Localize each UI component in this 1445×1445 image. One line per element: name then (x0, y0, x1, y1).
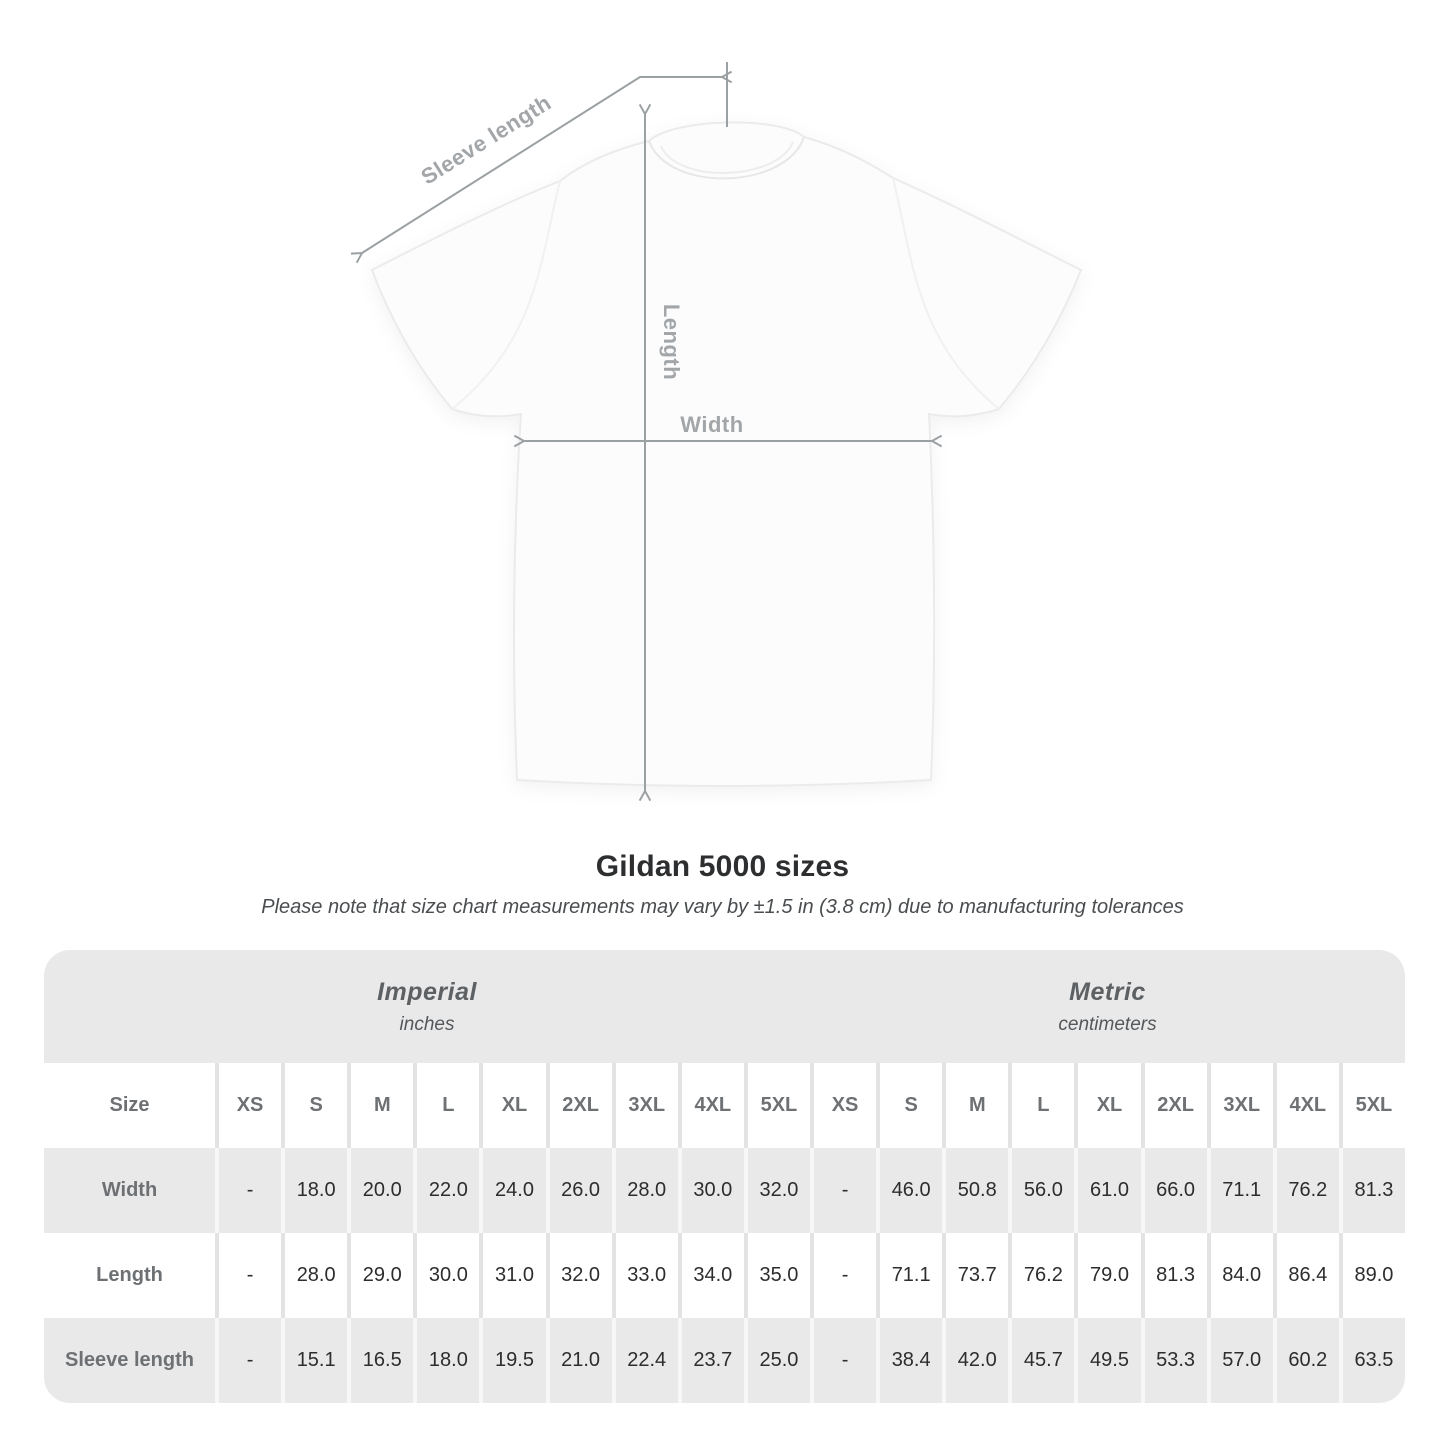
measurement-cell-imperial: - (215, 1318, 282, 1403)
measurement-cell-metric: 57.0 (1206, 1318, 1273, 1403)
measurement-cell-metric: 50.8 (942, 1148, 1009, 1233)
size-header-metric-4xl: 4XL (1272, 1063, 1339, 1148)
tshirt-measurement-diagram: Sleeve length Length Width (350, 62, 1083, 802)
size-header-imperial-xs: XS (215, 1063, 282, 1148)
measurement-cell-imperial: 25.0 (743, 1318, 810, 1403)
measurement-cell-imperial: 35.0 (743, 1233, 810, 1318)
tshirt-diagram-svg: Sleeve length Length Width (350, 62, 1083, 802)
size-header-metric-3xl: 3XL (1206, 1063, 1273, 1148)
measurement-cell-imperial: - (215, 1148, 282, 1233)
measurement-cell-metric: 81.3 (1338, 1148, 1405, 1233)
measurement-cell-imperial: 21.0 (545, 1318, 612, 1403)
measurement-cell-metric: 76.2 (1008, 1233, 1075, 1318)
measurement-cell-metric: 42.0 (942, 1318, 1009, 1403)
measurement-cell-imperial: 23.7 (677, 1318, 744, 1403)
measurement-cell-metric: 56.0 (1008, 1148, 1075, 1233)
measurement-cell-imperial: 33.0 (611, 1233, 678, 1318)
size-header-metric-m: M (942, 1063, 1009, 1148)
right-sleeve-seam (892, 177, 1000, 410)
measurement-cell-imperial: 32.0 (545, 1233, 612, 1318)
measurement-cell-metric: 66.0 (1140, 1148, 1207, 1233)
measurement-cell-metric: 73.7 (942, 1233, 1009, 1318)
size-header-metric-5xl: 5XL (1338, 1063, 1405, 1148)
measurement-cell-imperial: 28.0 (611, 1148, 678, 1233)
width-label: Width (680, 412, 743, 437)
measurement-cell-imperial: 15.1 (281, 1318, 348, 1403)
measurement-cell-imperial: 18.0 (413, 1318, 480, 1403)
measurement-cell-metric: 63.5 (1338, 1318, 1405, 1403)
measurement-cell-imperial: 29.0 (347, 1233, 414, 1318)
tshirt-image (370, 121, 1083, 787)
measurement-cell-metric: 49.5 (1074, 1318, 1141, 1403)
measurement-cell-metric: 53.3 (1140, 1318, 1207, 1403)
measurement-cell-imperial: 26.0 (545, 1148, 612, 1233)
measurement-cell-metric: - (810, 1148, 877, 1233)
size-header-imperial-l: L (413, 1063, 480, 1148)
row-label: Width (44, 1148, 215, 1233)
size-table: Imperial inches Metric centimeters Size X… (44, 950, 1405, 1403)
measurement-cell-metric: 89.0 (1338, 1233, 1405, 1318)
measurement-cell-imperial: 34.0 (677, 1233, 744, 1318)
measurement-cell-imperial: 24.0 (479, 1148, 546, 1233)
size-header-imperial-m: M (347, 1063, 414, 1148)
size-header-imperial-3xl: 3XL (611, 1063, 678, 1148)
measurement-cell-imperial: 19.5 (479, 1318, 546, 1403)
size-column-header: Size (44, 1063, 215, 1148)
measurement-cell-metric: 79.0 (1074, 1233, 1141, 1318)
unit-group-metric: Metric centimeters (810, 950, 1405, 1063)
size-header-metric-l: L (1008, 1063, 1075, 1148)
size-header-imperial-5xl: 5XL (743, 1063, 810, 1148)
measurement-cell-metric: - (810, 1233, 877, 1318)
measurement-cell-metric: - (810, 1318, 877, 1403)
size-header-metric-s: S (876, 1063, 943, 1148)
measurement-cell-imperial: 18.0 (281, 1148, 348, 1233)
unit-group-metric-unit: centimeters (1058, 1013, 1157, 1035)
tshirt-outline (370, 121, 1083, 787)
unit-group-metric-name: Metric (1069, 977, 1146, 1006)
size-chart-title: Gildan 5000 sizes (595, 850, 850, 883)
measurement-cell-imperial: 31.0 (479, 1233, 546, 1318)
length-label: Length (659, 304, 684, 380)
size-header-metric-xl: XL (1074, 1063, 1141, 1148)
measurement-cell-metric: 38.4 (876, 1318, 943, 1403)
row-label: Sleeve length (44, 1318, 215, 1403)
sleeve-length-arrow (350, 70, 733, 264)
size-header-imperial-s: S (281, 1063, 348, 1148)
measurement-cell-metric: 46.0 (876, 1148, 943, 1233)
size-header-metric-2xl: 2XL (1140, 1063, 1207, 1148)
measurement-cell-metric: 81.3 (1140, 1233, 1207, 1318)
measurement-cell-metric: 71.1 (876, 1233, 943, 1318)
measurement-cell-imperial: 30.0 (677, 1148, 744, 1233)
unit-group-imperial-name: Imperial (377, 977, 477, 1006)
measurement-cell-imperial: - (215, 1233, 282, 1318)
measurement-cell-metric: 45.7 (1008, 1318, 1075, 1403)
unit-group-imperial-unit: inches (399, 1013, 455, 1035)
measurement-cell-metric: 71.1 (1206, 1148, 1273, 1233)
measurement-cell-imperial: 28.0 (281, 1233, 348, 1318)
size-chart-subtitle: Please note that size chart measurements… (261, 896, 1184, 918)
row-label: Length (44, 1233, 215, 1318)
unit-group-imperial: Imperial inches (44, 950, 810, 1063)
measurement-cell-imperial: 20.0 (347, 1148, 414, 1233)
size-header-imperial-xl: XL (479, 1063, 546, 1148)
measurement-cell-imperial: 32.0 (743, 1148, 810, 1233)
measurement-cell-metric: 61.0 (1074, 1148, 1141, 1233)
measurement-cell-metric: 76.2 (1272, 1148, 1339, 1233)
measurement-cell-imperial: 30.0 (413, 1233, 480, 1318)
measurement-cell-metric: 86.4 (1272, 1233, 1339, 1318)
size-header-imperial-2xl: 2XL (545, 1063, 612, 1148)
size-header-imperial-4xl: 4XL (677, 1063, 744, 1148)
measurement-cell-imperial: 22.4 (611, 1318, 678, 1403)
measurement-cell-imperial: 16.5 (347, 1318, 414, 1403)
size-header-metric-xs: XS (810, 1063, 877, 1148)
measurement-cell-metric: 84.0 (1206, 1233, 1273, 1318)
measurement-cell-metric: 60.2 (1272, 1318, 1339, 1403)
measurement-cell-imperial: 22.0 (413, 1148, 480, 1233)
